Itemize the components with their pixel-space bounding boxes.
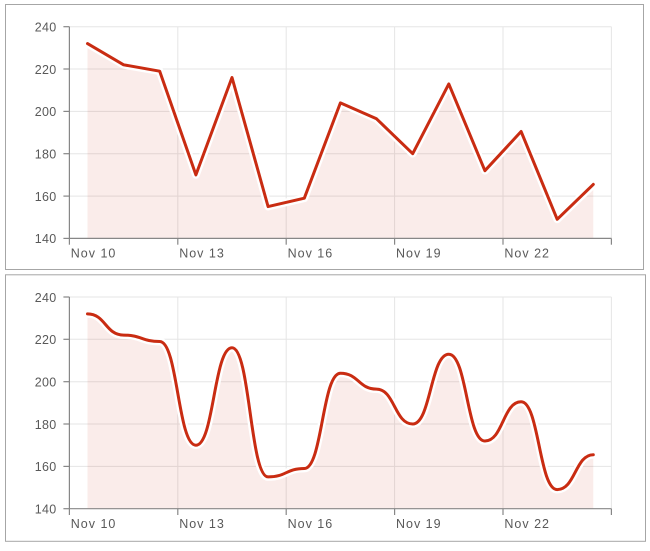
svg-text:220: 220 xyxy=(35,63,57,77)
svg-text:Nov 13: Nov 13 xyxy=(179,517,225,531)
svg-text:Nov 19: Nov 19 xyxy=(396,247,442,261)
svg-text:Nov 16: Nov 16 xyxy=(288,517,334,531)
svg-text:160: 160 xyxy=(35,190,57,204)
svg-text:240: 240 xyxy=(35,21,57,35)
svg-text:200: 200 xyxy=(35,376,57,390)
svg-text:Nov 19: Nov 19 xyxy=(396,517,442,531)
svg-text:Nov 16: Nov 16 xyxy=(288,247,334,261)
svg-text:140: 140 xyxy=(35,503,57,517)
svg-text:180: 180 xyxy=(35,148,57,162)
svg-text:200: 200 xyxy=(35,105,57,119)
svg-text:180: 180 xyxy=(35,418,57,432)
svg-text:Nov 10: Nov 10 xyxy=(71,247,117,261)
svg-text:Nov 10: Nov 10 xyxy=(71,517,117,531)
svg-text:140: 140 xyxy=(35,232,57,246)
svg-text:240: 240 xyxy=(35,291,57,305)
svg-text:Nov 22: Nov 22 xyxy=(504,517,550,531)
svg-text:Nov 13: Nov 13 xyxy=(179,247,225,261)
svg-text:Nov 22: Nov 22 xyxy=(504,247,550,261)
svg-text:220: 220 xyxy=(35,333,57,347)
svg-text:160: 160 xyxy=(35,460,57,474)
